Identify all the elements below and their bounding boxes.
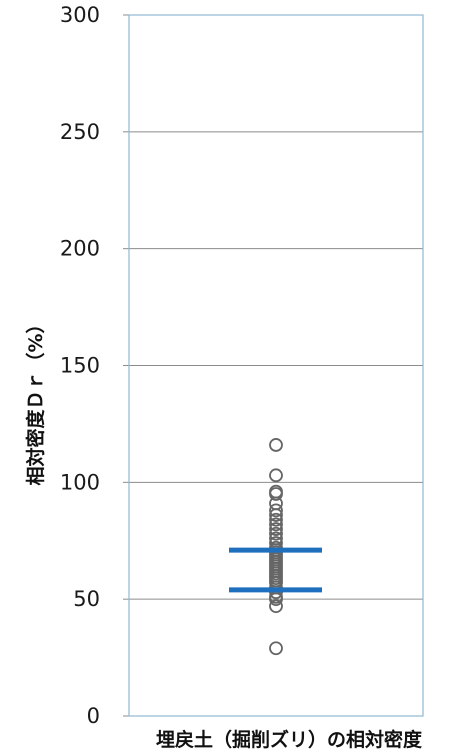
data-point <box>269 641 283 656</box>
data-point <box>269 526 283 541</box>
y-tick-label: 50 <box>73 587 100 611</box>
data-point <box>269 592 283 607</box>
data-point <box>269 438 283 452</box>
reference-lines <box>229 547 322 593</box>
data-point <box>269 599 283 614</box>
x-axis-label: 埋戻土（掘削ズリ）の相対密度 <box>156 728 423 751</box>
grid-lines <box>123 14 423 717</box>
y-tick-label: 250 <box>60 120 100 144</box>
data-point <box>269 508 283 522</box>
y-tick-label: 150 <box>60 354 100 378</box>
plot-frame <box>128 14 424 717</box>
y-tick-label: 0 <box>87 704 100 728</box>
data-point <box>269 487 283 501</box>
data-point <box>269 522 283 536</box>
data-point <box>269 503 283 518</box>
y-tick-labels: 0 50 100 150 200 250 300 <box>60 3 100 728</box>
y-tick-label: 200 <box>60 237 100 261</box>
data-point <box>269 512 283 527</box>
y-tick-label: 300 <box>60 3 100 27</box>
y-axis-label: 相対密度Ｄｒ（%） <box>24 314 47 485</box>
y-tick-label: 100 <box>60 470 100 494</box>
data-point <box>269 517 283 532</box>
data-point <box>269 468 283 483</box>
data-points <box>269 438 283 656</box>
